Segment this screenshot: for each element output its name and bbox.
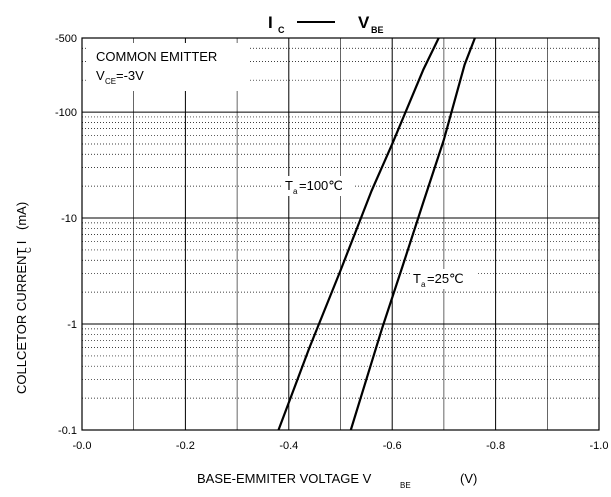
major-grid <box>82 38 599 430</box>
series-label-100-value: =100℃ <box>299 178 343 193</box>
series-group <box>277 37 476 431</box>
series-label-100-sub: a <box>293 187 298 196</box>
series-label-25-sub: a <box>421 280 426 289</box>
y-label-sub: C <box>24 247 33 253</box>
series-line-0 <box>277 37 440 431</box>
condition-box <box>88 43 250 91</box>
x-tick-label: -0.8 <box>486 440 505 452</box>
title-ic-sub: C <box>278 25 285 35</box>
y-label-text: COLLCETOR CURRENT I <box>14 241 29 394</box>
x-tick-label: -0.4 <box>279 440 298 452</box>
condition-v-value: =-3V <box>116 68 144 83</box>
x-label-unit: (V) <box>460 471 477 486</box>
condition-v-sub: CE <box>105 77 116 86</box>
series-label-25-bg <box>410 269 476 289</box>
title-vbe: V <box>358 13 370 32</box>
y-label-unit: (mA) <box>14 202 29 230</box>
condition-line1: COMMON EMITTER <box>96 49 217 64</box>
x-tick-label: -1.0 <box>590 440 609 452</box>
condition-v: V <box>96 68 105 83</box>
series-label-25-t: T <box>413 271 421 286</box>
x-tick-label: -0.0 <box>73 440 92 452</box>
y-tick-labels: -500 -100 -10 -1 -0.1 <box>55 33 77 437</box>
series-label-100-bg <box>282 176 354 196</box>
x-label-text: BASE-EMMITER VOLTAGE V <box>197 471 372 486</box>
x-tick-label: -0.2 <box>176 440 195 452</box>
y-tick-label: -100 <box>55 107 77 119</box>
chart-title: I C V BE <box>268 13 384 35</box>
y-axis-label: COLLCETOR CURRENT I C (mA) <box>14 202 33 394</box>
x-axis-label: BASE-EMMITER VOLTAGE V BE (V) <box>197 471 477 490</box>
y-tick-label: -500 <box>55 33 77 45</box>
series-line-1 <box>349 37 476 431</box>
x-label-sub: BE <box>400 481 411 490</box>
y-tick-label: -1 <box>67 319 77 331</box>
y-tick-label: -10 <box>61 213 77 225</box>
minor-grid <box>82 37 599 430</box>
x-tick-labels: -0.0 -0.2 -0.4 -0.6 -0.8 -1.0 <box>73 440 609 452</box>
title-ic: I <box>268 13 273 32</box>
y-tick-label: -0.1 <box>58 425 77 437</box>
plot-frame <box>81 37 600 431</box>
series-label-25-value: =25℃ <box>427 271 464 286</box>
title-vbe-sub: BE <box>371 25 384 35</box>
series-label-100-t: T <box>285 178 293 193</box>
x-tick-label: -0.6 <box>383 440 402 452</box>
